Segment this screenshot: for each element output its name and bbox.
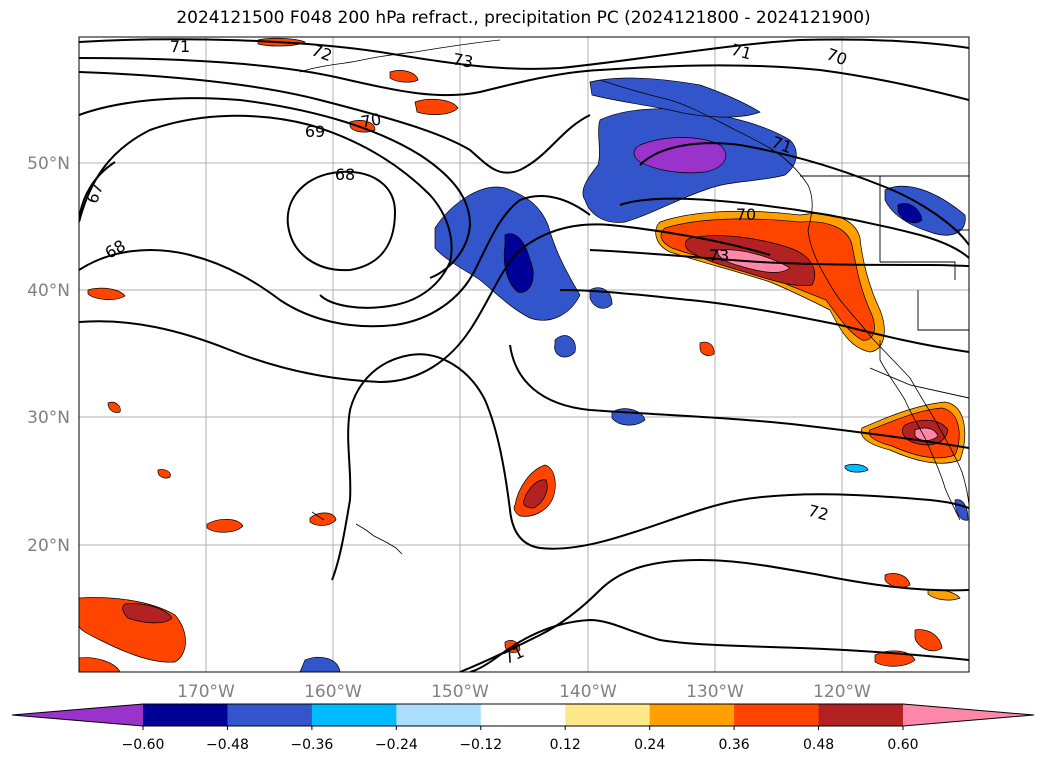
lat-label: 40°N <box>27 281 70 301</box>
contour-69 <box>79 114 453 309</box>
sw-corner-core <box>122 603 173 624</box>
lon-label: 140°W <box>559 682 617 702</box>
colorbar-segment <box>480 704 566 726</box>
colorbar-extend-low <box>12 704 143 726</box>
colorbar-segment <box>311 704 397 726</box>
small-negative-4 <box>299 657 341 672</box>
contour-label: 71 <box>170 37 190 56</box>
colorbar-segment <box>818 704 904 726</box>
colorbar-segment <box>143 704 228 726</box>
alaska-north-negative <box>589 77 761 118</box>
contour-70 <box>79 97 472 279</box>
contour-72-north <box>79 57 969 101</box>
contour-72-south <box>331 353 969 581</box>
colorbar-tick-label: −0.48 <box>206 737 249 753</box>
map-frame <box>78 36 970 673</box>
refractivity-contours <box>79 38 969 672</box>
contour-east-70 <box>619 197 969 259</box>
colorbar-tick-label: 0.24 <box>634 737 665 753</box>
contour-67 <box>79 161 116 221</box>
lat-label: 50°N <box>27 154 70 174</box>
lat-label: 20°N <box>27 536 70 556</box>
colorbar-tick-label: −0.36 <box>290 737 333 753</box>
colorbar-segment <box>734 704 820 726</box>
lon-label: 120°W <box>813 682 871 702</box>
small-positive-9 <box>699 341 715 356</box>
latitude-labels: 50°N 40°N 30°N 20°N <box>27 154 70 556</box>
contour-label: 73 <box>709 246 729 265</box>
contour-east-72 <box>509 344 969 449</box>
small-positive-10 <box>157 469 171 479</box>
small-negative-2 <box>554 335 576 358</box>
lon-label: 160°W <box>304 682 362 702</box>
longitude-labels: 170°W 160°W 150°W 140°W 130°W 120°W <box>177 682 871 702</box>
colorbar-segment <box>227 704 313 726</box>
contour-lower-band <box>459 558 969 672</box>
gulf-of-alaska-core <box>633 137 727 174</box>
small-positive-11 <box>107 401 121 413</box>
aleutian-positive-1 <box>414 98 459 115</box>
lon-label: 170°W <box>177 682 235 702</box>
contour-73-north <box>79 71 591 174</box>
colorbar: −0.60 −0.48 −0.36 −0.24 −0.12 0.12 0.24 0.36 0.4… <box>11 703 1035 753</box>
colorbar-segment <box>649 704 735 726</box>
contour-south-1 <box>79 223 771 384</box>
lon-label: 150°W <box>431 682 489 702</box>
subtropical-core <box>523 479 548 509</box>
east-cluster-core <box>897 203 923 224</box>
contour-east-mid <box>559 289 969 353</box>
contour-label: 73 <box>451 49 474 71</box>
contour-label: 72 <box>806 501 831 525</box>
sw-bottom-positive <box>79 657 121 672</box>
contour-east-71 <box>639 142 969 246</box>
small-positive-1 <box>87 287 126 300</box>
positive-precip-areas <box>79 37 966 672</box>
lon-label: 130°W <box>686 682 744 702</box>
colorbar-segment <box>565 704 651 726</box>
colorbar-tick-label: −0.12 <box>459 737 502 753</box>
map-title: 2024121500 F048 200 hPa refract., precip… <box>176 8 871 28</box>
contour-68 <box>79 195 591 328</box>
contour-east-73 <box>589 249 969 267</box>
aleutian-positive-3 <box>389 70 419 83</box>
map-frame-bg <box>79 37 969 672</box>
colorbar-tick-label: −0.24 <box>375 737 418 753</box>
contour-label: 68 <box>335 165 355 184</box>
contour-71-south <box>469 618 969 672</box>
colorbar-tick-label: −0.60 <box>122 737 165 753</box>
baja-peak <box>914 427 939 441</box>
small-positive-4 <box>884 573 911 588</box>
contour-71-north <box>79 38 969 70</box>
contour-label: 70 <box>359 109 382 131</box>
contour-label: 70 <box>736 205 756 224</box>
colorbar-tick-label: 0.12 <box>550 737 581 753</box>
small-positive-2 <box>206 519 244 533</box>
small-positive-7 <box>914 629 943 652</box>
east-cluster-negative <box>884 185 966 236</box>
contour-label: 69 <box>305 122 325 141</box>
colorbar-tick-label: 0.36 <box>719 737 750 753</box>
lat-label: 30°N <box>27 408 70 428</box>
colorbar-segment <box>396 704 482 726</box>
colorbar-tick-label: 0.48 <box>803 737 834 753</box>
small-negative-6 <box>844 464 869 473</box>
colorbar-tick-label: 0.60 <box>887 737 918 753</box>
contour-68-closed <box>286 170 397 272</box>
contour-label: 71 <box>729 40 754 64</box>
borders <box>800 175 969 399</box>
colorbar-extend-high <box>903 704 1034 726</box>
